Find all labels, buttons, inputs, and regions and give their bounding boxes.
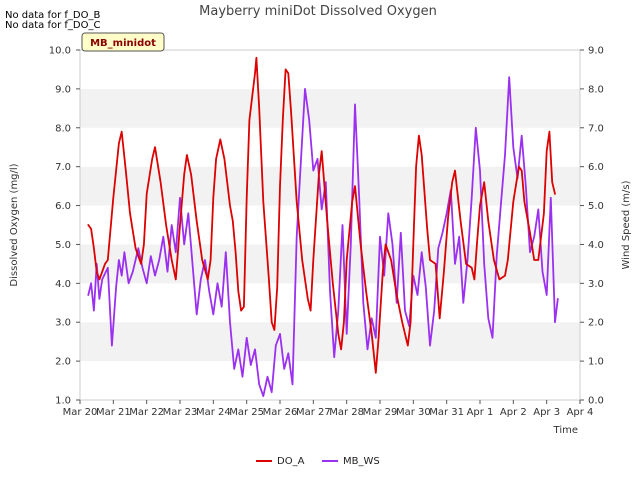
x-tick-label: Mar 31 xyxy=(429,407,464,418)
y2-tick-label: 0.0 xyxy=(588,396,604,407)
y2-tick-label: 7.0 xyxy=(588,123,604,134)
x-tick-label: Apr 4 xyxy=(567,407,594,418)
x-tick-label: Mar 29 xyxy=(363,407,398,418)
y-tick-label: 6.0 xyxy=(55,201,71,212)
y2-tick-label: 6.0 xyxy=(588,162,604,173)
x-tick-label: Mar 21 xyxy=(96,407,131,418)
x-tick-label: Mar 27 xyxy=(296,407,331,418)
y-tick-label: 3.0 xyxy=(55,318,71,329)
series-layer xyxy=(87,56,559,398)
legend-label-do-a: DO_A xyxy=(277,456,305,467)
y-tick-label: 2.0 xyxy=(55,357,71,368)
left-y-axis: 1.0 2.0 3.0 4.0 5.0 6.0 7.0 8.0 9.0 10.0 xyxy=(49,46,80,407)
x-tick-label: Mar 22 xyxy=(129,407,164,418)
x-tick-label: Mar 20 xyxy=(63,407,98,418)
y-tick-label: 1.0 xyxy=(55,396,71,407)
y2-tick-label: 5.0 xyxy=(588,201,604,212)
x-tick-label: Apr 3 xyxy=(533,407,560,418)
x-tick-label: Mar 25 xyxy=(229,407,264,418)
legend: DO_A MB_WS xyxy=(256,456,380,467)
no-data-note-1: No data for f_DO_B xyxy=(5,10,101,21)
x-axis-title: Time xyxy=(553,425,578,436)
legend-label-mb-ws: MB_WS xyxy=(343,456,380,467)
x-tick-label: Mar 28 xyxy=(329,407,364,418)
site-badge-box xyxy=(81,32,165,52)
grid-band xyxy=(80,166,580,206)
grid-band xyxy=(80,322,580,362)
y2-tick-label: 2.0 xyxy=(588,318,604,329)
series-line-mb-ws xyxy=(87,76,559,398)
site-badge-label: MB_minidot xyxy=(90,38,156,49)
x-tick-label: Mar 26 xyxy=(263,407,298,418)
right-y-axis: 0.0 1.0 2.0 3.0 4.0 5.0 6.0 7.0 8.0 9.0 xyxy=(580,46,604,407)
x-tick-label: Mar 23 xyxy=(163,407,198,418)
no-data-note-2: No data for f_DO_C xyxy=(5,20,101,31)
y2-tick-label: 8.0 xyxy=(588,84,604,95)
x-tick-label: Mar 30 xyxy=(396,407,431,418)
y-tick-label: 10.0 xyxy=(49,46,71,57)
grid-band xyxy=(80,50,580,89)
grid-band xyxy=(80,205,580,245)
y-tick-label: 5.0 xyxy=(55,240,71,251)
y2-tick-label: 4.0 xyxy=(588,240,604,251)
chart-title: Mayberry miniDot Dissolved Oxygen xyxy=(199,4,437,19)
grid-band xyxy=(80,361,580,400)
grid-bands xyxy=(80,50,580,400)
legend-item-do-a: DO_A xyxy=(256,456,305,467)
x-tick-label: Apr 2 xyxy=(500,407,527,418)
x-tick-label: Mar 24 xyxy=(196,407,231,418)
y-tick-label: 8.0 xyxy=(55,123,71,134)
y2-tick-label: 1.0 xyxy=(588,357,604,368)
legend-item-mb-ws: MB_WS xyxy=(322,456,380,467)
grid-band xyxy=(80,127,580,167)
y2-tick-label: 3.0 xyxy=(588,279,604,290)
y2-tick-label: 9.0 xyxy=(588,46,604,57)
y-axis-title: Dissolved Oxygen (mg/l) xyxy=(9,163,20,286)
y-tick-label: 4.0 xyxy=(55,279,71,290)
x-tick-label: Apr 1 xyxy=(467,407,494,418)
grid-band xyxy=(80,88,580,128)
y2-axis-title: Wind Speed (m/s) xyxy=(621,180,632,269)
plot-area-border xyxy=(79,49,581,401)
series-line-do-a xyxy=(87,56,556,374)
y-tick-label: 9.0 xyxy=(55,84,71,95)
y-tick-label: 7.0 xyxy=(55,162,71,173)
site-badge: MB_minidot xyxy=(81,32,165,52)
